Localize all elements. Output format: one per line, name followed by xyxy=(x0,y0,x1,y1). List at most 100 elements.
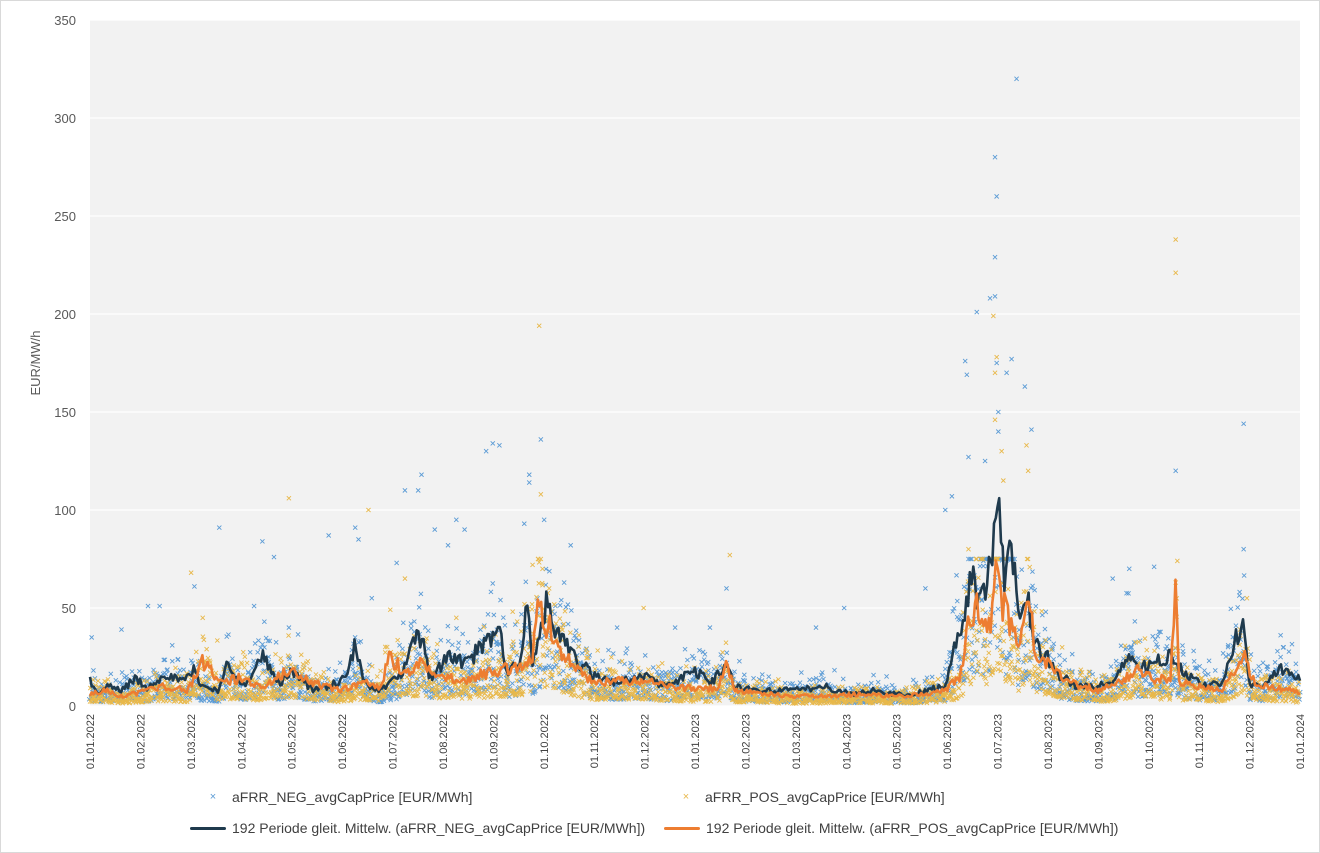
scatter-point xyxy=(177,667,183,673)
scatter-point xyxy=(411,619,417,624)
scatter-point xyxy=(265,638,271,644)
scatter-point xyxy=(565,602,571,608)
scatter-point xyxy=(455,646,461,651)
scatter-point xyxy=(568,608,574,613)
scatter-point xyxy=(113,677,119,683)
gridlines xyxy=(90,19,1300,707)
scatter-point xyxy=(169,642,175,648)
scatter-point xyxy=(557,602,563,608)
scatter-point xyxy=(391,687,397,692)
scatter-point xyxy=(561,580,567,586)
scatter-point xyxy=(519,611,524,617)
scatter-point xyxy=(592,661,598,667)
scatter-point xyxy=(464,659,470,665)
scatter-point xyxy=(245,669,251,675)
scatter-point xyxy=(437,689,443,695)
scatter-point xyxy=(162,657,168,663)
scatter-point xyxy=(262,644,267,650)
scatter-point xyxy=(398,677,404,683)
scatter-point xyxy=(326,666,332,672)
scatter-point xyxy=(465,639,471,645)
scatter-point xyxy=(337,660,343,666)
scatter-point xyxy=(400,646,405,652)
scatter-point xyxy=(400,620,406,626)
scatter-point xyxy=(456,640,462,646)
scatter-point xyxy=(512,622,518,628)
scatter-point xyxy=(119,670,125,675)
scatter-point xyxy=(223,685,229,691)
scatter-point xyxy=(426,646,431,652)
scatter-point xyxy=(560,668,566,674)
scatter-point xyxy=(493,639,499,645)
scatter-point xyxy=(367,662,372,668)
scatter-point xyxy=(169,658,175,664)
scatter-point xyxy=(490,656,496,661)
scatter-point xyxy=(298,690,304,695)
scatter-point xyxy=(267,638,273,644)
scatter-point xyxy=(600,658,606,664)
scatter-point xyxy=(397,642,402,648)
scatter-point xyxy=(226,632,231,638)
scatter-point xyxy=(579,650,585,656)
scatter-point xyxy=(438,637,444,643)
scatter-point xyxy=(500,615,506,621)
scatter-point xyxy=(552,611,558,617)
scatter-point xyxy=(90,668,96,673)
scatter-point xyxy=(532,689,538,695)
scatter-point xyxy=(263,635,269,641)
scatter-point xyxy=(425,628,431,634)
scatter-point xyxy=(573,628,579,634)
scatter-point xyxy=(229,656,235,662)
scatter-point xyxy=(465,664,471,670)
scatter-point xyxy=(408,621,414,627)
scatter-point xyxy=(151,667,156,673)
scatter-point xyxy=(388,695,394,701)
scatter-point xyxy=(161,657,167,663)
scatter-point xyxy=(525,670,531,676)
scatter-point xyxy=(273,639,279,645)
scatter-point xyxy=(413,655,419,661)
scatter-point xyxy=(498,597,503,603)
scatter-point xyxy=(255,649,261,655)
scatter-point xyxy=(302,689,308,695)
scatter-point xyxy=(358,639,364,644)
scatter-point xyxy=(433,677,439,682)
scatter-point xyxy=(502,622,508,628)
scatter-point xyxy=(163,671,169,677)
scatter-point xyxy=(188,658,194,664)
plot-area xyxy=(90,20,1300,706)
scatter-point xyxy=(129,669,135,674)
scatter-point xyxy=(521,681,526,687)
scatter-point xyxy=(445,638,451,644)
scatter-point xyxy=(452,663,458,669)
scatter-point xyxy=(509,681,515,686)
scatter-point xyxy=(206,676,212,681)
scatter-point xyxy=(546,568,552,574)
scatter-point xyxy=(199,694,205,700)
scatter-point xyxy=(496,649,501,655)
scatter-point xyxy=(495,676,501,682)
scatter-point xyxy=(136,668,142,674)
scatter-point xyxy=(449,687,455,693)
scatter-point xyxy=(558,597,564,603)
scatter-point xyxy=(449,642,455,648)
scatter-point xyxy=(610,651,616,657)
scatter-point xyxy=(418,591,424,597)
scatter-point xyxy=(332,669,338,674)
scatter-point xyxy=(256,675,261,680)
scatter-point xyxy=(119,681,125,687)
scatter-point xyxy=(537,684,543,690)
scatter-point xyxy=(454,626,459,631)
scatter-point xyxy=(519,677,524,683)
scatter-point xyxy=(481,623,487,629)
scatter-point xyxy=(247,649,253,655)
scatter-point xyxy=(485,611,491,617)
scatter-point xyxy=(496,641,502,647)
scatter-point xyxy=(488,647,494,653)
scatter-point xyxy=(477,627,483,633)
scatter-point xyxy=(201,697,207,703)
scatter-point xyxy=(165,695,171,701)
scatter-point xyxy=(290,685,296,691)
scatter-point xyxy=(256,638,261,643)
